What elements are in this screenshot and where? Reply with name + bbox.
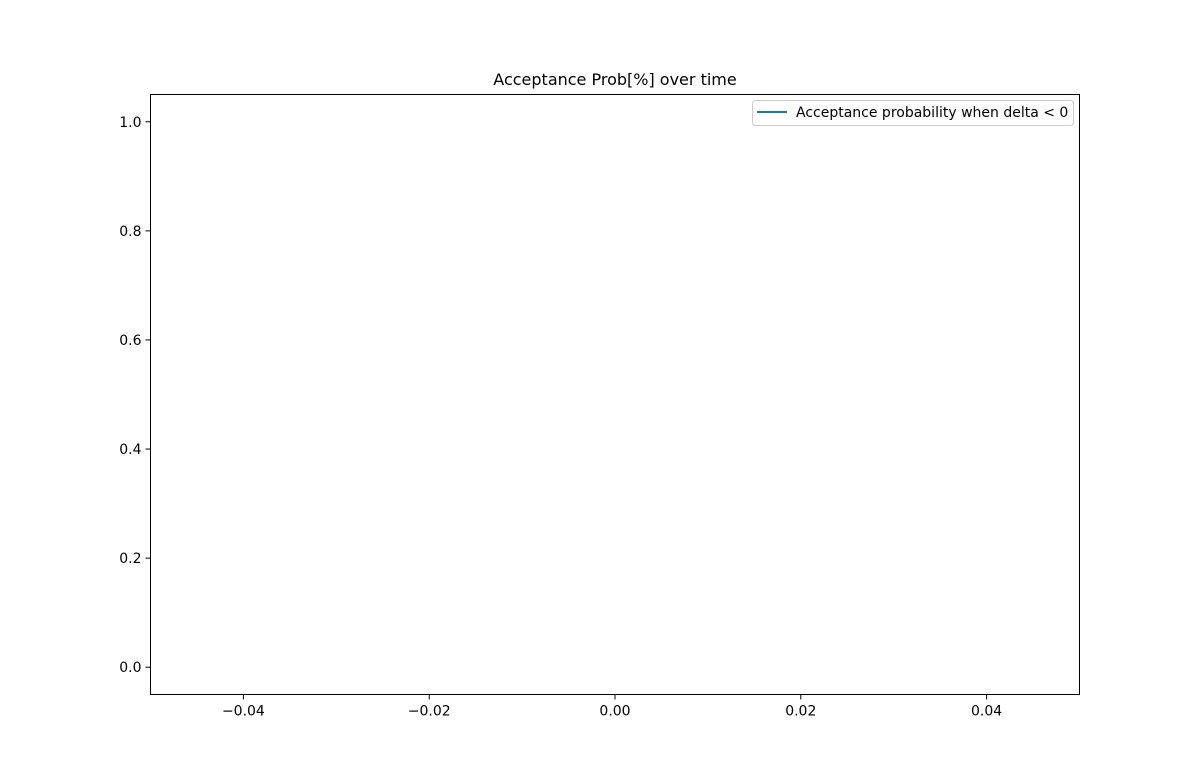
y-tick-label: 0.6	[119, 333, 141, 349]
legend-label: Acceptance probability when delta < 0	[796, 105, 1068, 121]
legend: Acceptance probability when delta < 0	[752, 100, 1074, 126]
y-tick-label: 0.2	[119, 551, 141, 567]
x-axis: −0.04 −0.02 0.00 0.02 0.04	[222, 694, 1002, 720]
x-tick-label: −0.04	[222, 704, 265, 720]
y-tick-label: 0.8	[119, 224, 141, 240]
y-tick-label: 1.0	[119, 115, 141, 131]
x-tick-label: −0.02	[408, 704, 451, 720]
plot-area	[150, 94, 1080, 695]
x-tick-label: 0.04	[971, 704, 1002, 720]
y-axis: 0.0 0.2 0.4 0.6 0.8 1.0	[119, 115, 151, 676]
y-tick-label: 0.4	[119, 442, 141, 458]
legend-box	[752, 100, 1074, 126]
y-tick-label: 0.0	[119, 660, 141, 676]
x-tick-label: 0.02	[785, 704, 816, 720]
x-tick-label: 0.00	[599, 704, 630, 720]
chart-title: Acceptance Prob[%] over time	[493, 70, 736, 89]
